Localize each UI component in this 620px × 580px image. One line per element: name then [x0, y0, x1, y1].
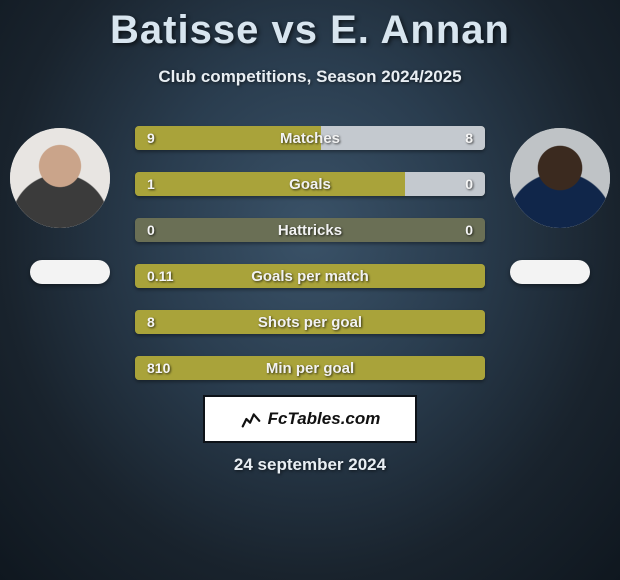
stat-row: 8Shots per goal: [135, 310, 485, 334]
stat-bar-left: [135, 126, 321, 150]
fctables-logo-icon: [240, 408, 262, 430]
stat-bar-left: [135, 172, 405, 196]
subtitle: Club competitions, Season 2024/2025: [0, 67, 620, 87]
fctables-badge[interactable]: FcTables.com: [203, 395, 417, 443]
stat-row: 10Goals: [135, 172, 485, 196]
stats-container: 98Matches 10Goals 0 0Hattricks 0.11Goals per…: [135, 126, 485, 402]
page-title: Batisse vs E. Annan: [0, 0, 620, 53]
stat-row: 98Matches: [135, 126, 485, 150]
player1-avatar: [10, 128, 110, 228]
player1-flag: [30, 260, 110, 284]
date-text: 24 september 2024: [0, 455, 620, 475]
stat-value-left: 0: [135, 218, 167, 242]
player2-flag: [510, 260, 590, 284]
fctables-badge-text: FcTables.com: [268, 409, 381, 429]
stat-bar-left: [135, 264, 485, 288]
stat-bar-right: [321, 126, 486, 150]
stat-row: 0 0Hattricks: [135, 218, 485, 242]
player1-silhouette: [10, 128, 110, 228]
player2-avatar: [510, 128, 610, 228]
stat-value-right: 0: [453, 218, 485, 242]
stat-bar-left: [135, 310, 485, 334]
stat-bar-left: [135, 356, 485, 380]
stat-bar-right: [405, 172, 486, 196]
player2-silhouette: [510, 128, 610, 228]
stat-row: 0.11Goals per match: [135, 264, 485, 288]
stat-row: 810Min per goal: [135, 356, 485, 380]
stat-label: Hattricks: [135, 218, 485, 242]
